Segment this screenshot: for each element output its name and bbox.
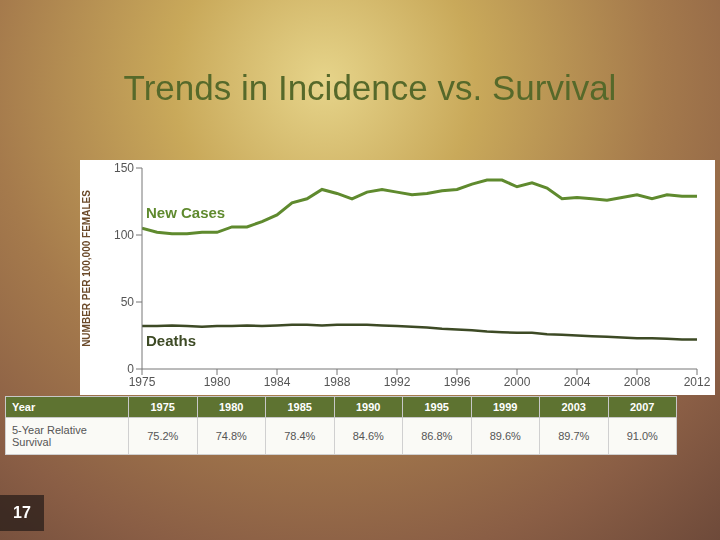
svg-text:150: 150	[114, 161, 134, 175]
svg-text:New Cases: New Cases	[146, 204, 225, 221]
html-text:2007: 2007	[630, 401, 655, 413]
svg-text:1996: 1996	[444, 375, 471, 389]
html-text:89.6%: 89.6%	[489, 430, 521, 442]
svg-text:1988: 1988	[324, 375, 351, 389]
svg-text:1975: 1975	[129, 375, 156, 389]
html-text:1980: 1980	[219, 401, 244, 413]
html-text:1975: 1975	[150, 401, 175, 413]
svg-text:1984: 1984	[264, 375, 291, 389]
html-text:84.6%: 84.6%	[352, 430, 384, 442]
html-text:Trends in Incidence vs. Surviv: Trends in Incidence vs. Survival	[123, 68, 617, 107]
html-text:74.8%: 74.8%	[215, 430, 247, 442]
html-text:78.4%: 78.4%	[284, 430, 316, 442]
svg-text:NUMBER PER 100,000 FEMALES: NUMBER PER 100,000 FEMALES	[81, 190, 92, 347]
svg-text:1992: 1992	[384, 375, 411, 389]
html-text:89.7%: 89.7%	[558, 430, 590, 442]
html-text:1990: 1990	[356, 401, 381, 413]
svg-text:2004: 2004	[564, 375, 591, 389]
html-text:75.2%: 75.2%	[147, 430, 179, 442]
svg-text:Deaths: Deaths	[146, 332, 196, 349]
html-text:86.8%: 86.8%	[421, 430, 453, 442]
svg-text:2012: 2012	[684, 375, 711, 389]
svg-text:1980: 1980	[204, 375, 231, 389]
html-text:Year: Year	[12, 401, 36, 413]
svg-text:0: 0	[127, 362, 134, 376]
html-text:1999: 1999	[493, 401, 518, 413]
html-text:2003: 2003	[561, 401, 586, 413]
svg-text:100: 100	[114, 228, 134, 242]
html-text:1995: 1995	[424, 401, 449, 413]
svg-text:50: 50	[121, 295, 135, 309]
html-text:17: 17	[13, 504, 31, 521]
html-text:1985: 1985	[287, 401, 312, 413]
svg-text:2000: 2000	[504, 375, 531, 389]
svg-text:2008: 2008	[624, 375, 651, 389]
html-text:91.0%: 91.0%	[626, 430, 658, 442]
html-text:5-Year Relative Survival: 5-Year Relative Survival	[12, 424, 87, 448]
